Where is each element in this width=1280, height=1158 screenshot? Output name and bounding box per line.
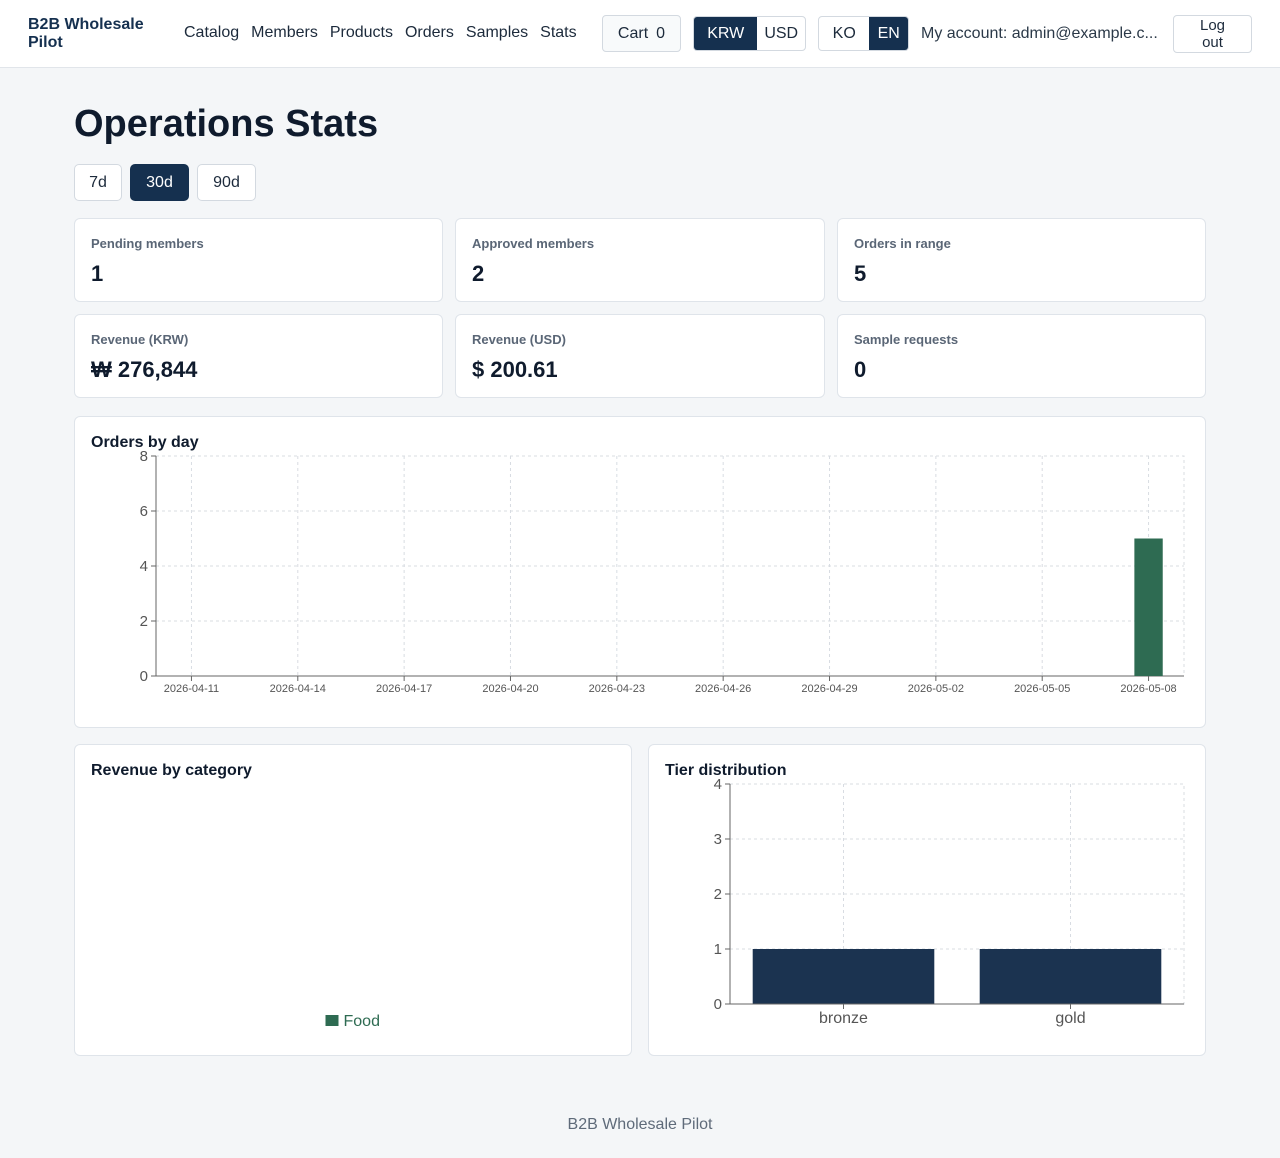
nav-stats[interactable]: Stats	[540, 24, 577, 41]
stat-value: 1	[91, 261, 104, 286]
stat-card-revenue-krw: Revenue (KRW) ₩ 276,844	[74, 314, 443, 398]
cart-label: Cart	[617, 24, 649, 42]
legend-label-food: Food	[344, 1013, 380, 1030]
stat-card-sample-requests: Sample requests 0	[837, 314, 1206, 398]
tier-distribution-chart: 0 1 2 3 4 bronze gold	[714, 776, 1185, 1027]
y-tick-label: 2	[140, 613, 148, 630]
stat-card-approved-members: Approved members 2	[455, 218, 825, 302]
stat-card-orders-in-range: Orders in range 5	[837, 218, 1206, 302]
language-en-button[interactable]: EN	[869, 17, 908, 50]
x-tick-label: 2026-04-29	[801, 683, 857, 695]
stat-value: 5	[854, 261, 867, 286]
currency-toggle: KRW USD	[693, 16, 806, 51]
page-title: Operations Stats	[74, 103, 379, 145]
x-tick-label: 2026-04-14	[270, 683, 326, 695]
stat-value: ₩ 276,844	[91, 357, 198, 382]
nav-members[interactable]: Members	[251, 24, 318, 41]
y-tick-label: 1	[714, 941, 722, 958]
x-tick-label: 2026-04-20	[482, 683, 538, 695]
stat-card-revenue-usd: Revenue (USD) $ 200.61	[455, 314, 825, 398]
orders-bar	[1134, 538, 1163, 676]
logout-label-line2: out	[1202, 34, 1223, 51]
tier-distribution-panel: Tier distribution 0 1 2 3 4 bronze gold	[648, 744, 1206, 1056]
stat-label: Orders in range	[854, 236, 951, 251]
currency-usd-button[interactable]: USD	[764, 24, 799, 42]
language-ko-button[interactable]: KO	[832, 24, 856, 42]
footer-text: B2B Wholesale Pilot	[567, 1116, 713, 1133]
orders-by-day-chart: 0 2 4 6 8 2026-04-11 2026-04-14 2026-04-17 2026-…	[140, 448, 1185, 695]
main-nav: Catalog Members Products Orders Samples …	[184, 24, 577, 42]
nav-catalog[interactable]: Catalog	[184, 24, 240, 41]
account-link[interactable]: My account: admin@example.c...	[921, 25, 1158, 42]
range-90d-button[interactable]: 90d	[197, 164, 256, 201]
stat-label: Revenue (USD)	[472, 332, 566, 347]
tier-bar-gold	[979, 949, 1162, 1004]
legend-swatch-food	[325, 1015, 339, 1026]
stat-label: Approved members	[472, 236, 595, 251]
y-tick-label: 2	[714, 886, 722, 903]
range-30d-button[interactable]: 30d	[130, 164, 189, 201]
orders-by-day-panel: Orders by day 0 2 4 6 8 2026-04-11 2026-04-14 2…	[74, 416, 1206, 728]
tier-distribution-title: Tier distribution	[665, 762, 787, 779]
nav-orders[interactable]: Orders	[404, 24, 454, 41]
x-tick-label: 2026-05-02	[908, 683, 964, 695]
x-tick-label: 2026-05-05	[1014, 683, 1070, 695]
y-tick-label: 6	[140, 503, 148, 520]
x-tick-label: 2026-04-26	[695, 683, 751, 695]
stat-value: 0	[854, 357, 867, 382]
plot-frame	[155, 455, 1185, 677]
x-tick-label: 2026-04-23	[589, 683, 645, 695]
orders-by-day-title: Orders by day	[91, 434, 199, 451]
stat-label: Sample requests	[854, 332, 959, 347]
y-tick-label: 3	[714, 831, 722, 848]
y-tick-label: 0	[140, 668, 148, 685]
y-tick-label: 8	[140, 448, 148, 465]
x-tick-label: 2026-04-11	[164, 683, 219, 695]
logout-button[interactable]: Log out	[1173, 15, 1252, 53]
y-tick-label: 4	[714, 776, 722, 793]
language-toggle: KO EN	[818, 16, 909, 51]
revenue-by-category-chart: Food	[325, 1013, 380, 1030]
tier-bar-bronze	[752, 949, 935, 1004]
y-tick-label: 0	[714, 996, 722, 1013]
stat-label: Revenue (KRW)	[91, 332, 189, 347]
currency-krw-button[interactable]: KRW	[694, 17, 758, 50]
range-7d-button[interactable]: 7d	[74, 164, 122, 201]
cart-button[interactable]: Cart 0	[602, 15, 681, 52]
stat-value: 2	[472, 261, 485, 286]
x-tick-label: bronze	[819, 1010, 868, 1027]
logout-label-line1: Log	[1199, 17, 1226, 34]
stat-value: $ 200.61	[472, 357, 558, 382]
revenue-by-category-panel: Revenue by category Food	[74, 744, 632, 1056]
y-tick-label: 4	[140, 558, 148, 575]
top-navbar: B2B Wholesale Pilot Catalog Members Prod…	[0, 0, 1280, 68]
stat-card-pending-members: Pending members 1	[74, 218, 443, 302]
nav-samples[interactable]: Samples	[465, 24, 529, 41]
x-tick-label: 2026-05-08	[1120, 683, 1176, 695]
cart-count: 0	[656, 24, 666, 42]
brand-logo[interactable]: B2B Wholesale Pilot	[28, 16, 144, 51]
stat-label: Pending members	[91, 236, 204, 251]
revenue-by-category-title: Revenue by category	[91, 762, 252, 779]
x-tick-label: 2026-04-17	[376, 683, 432, 695]
x-tick-label: gold	[1055, 1010, 1085, 1027]
nav-products[interactable]: Products	[329, 24, 393, 41]
